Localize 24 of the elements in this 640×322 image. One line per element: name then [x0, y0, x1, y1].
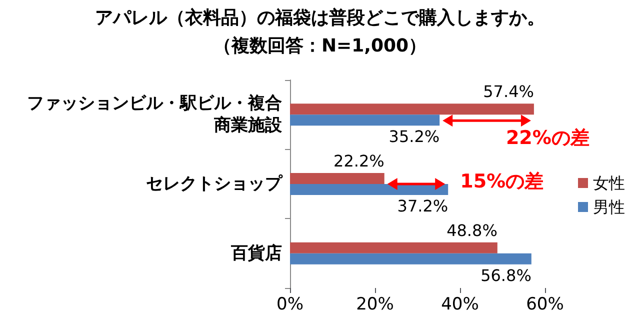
data-label: 48.8%	[446, 220, 498, 240]
x-tick-label: 20%	[356, 294, 394, 314]
bar	[290, 114, 440, 126]
bar	[290, 104, 534, 115]
bar	[290, 253, 532, 264]
data-label: 56.8%	[480, 266, 532, 285]
data-label: 37.2%	[397, 196, 448, 216]
data-label: 57.4%	[483, 82, 534, 102]
data-label: 22.2%	[334, 152, 384, 170]
annotation: 15%の差	[460, 170, 544, 192]
y-tick-label: セレクトショップ	[146, 174, 283, 194]
legend-label: 男性	[593, 198, 625, 216]
x-tick-label: 60%	[526, 294, 564, 314]
bar	[290, 242, 498, 254]
chart-title: アパレル（衣料品）の福袋は普段どこで購入しますか。	[95, 8, 545, 28]
y-tick-label: 百貨店	[230, 243, 282, 264]
bar	[290, 173, 384, 184]
y-tick-label: ファッションビル・駅ビル・複合商業施設	[27, 94, 283, 136]
legend-label: 女性	[593, 174, 625, 192]
chart-subtitle: （複数回答：N=1,000）	[213, 36, 427, 56]
x-tick-label: 0%	[276, 294, 304, 314]
annotation: 22%の差	[506, 127, 590, 150]
x-tick-label: 40%	[441, 294, 479, 314]
data-label: 35.2%	[388, 127, 440, 146]
